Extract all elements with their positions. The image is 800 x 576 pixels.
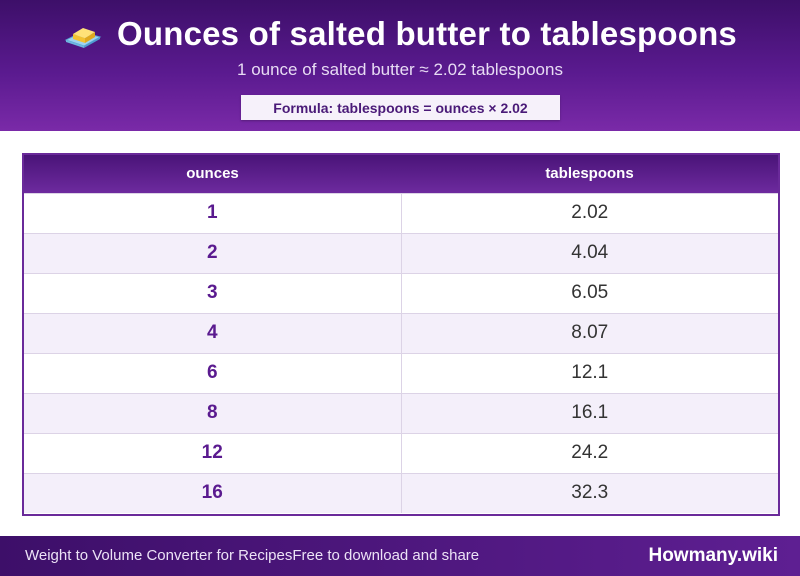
table-row: 16 32.3 [24,472,778,513]
table-row: 4 8.07 [24,312,778,353]
tablespoons-cell: 8.07 [401,312,778,353]
tablespoons-cell: 2.02 [401,192,778,233]
footer-tagline-part1: Weight to Volume Converter for Recipes [25,547,293,564]
column-header-ounces: ounces [186,165,239,183]
footer-tagline: Weight to Volume Converter for RecipesFr… [25,536,479,576]
tablespoons-cell: 12.1 [401,352,778,393]
tablespoons-cell: 16.1 [401,392,778,433]
ounces-cell: 12 [24,432,402,473]
table-row: 6 12.1 [24,352,778,393]
ounces-cell: 8 [24,392,402,433]
ounces-cell: 4 [24,312,402,353]
ounces-cell: 3 [24,272,402,313]
ounces-cell: 1 [24,192,402,233]
table-row: 12 24.2 [24,432,778,473]
page-title: Ounces of salted butter to tablespoons [116,15,737,52]
table-row: 2 4.04 [24,232,778,273]
title-row: Ounces of salted butter to tablespoons [0,12,800,56]
table-header-row: ounces tablespoons [24,155,778,193]
tablespoons-cell: 24.2 [401,432,778,473]
table-row: 8 16.1 [24,392,778,433]
tablespoons-cell: 32.3 [401,472,778,513]
subtitle: 1 ounce of salted butter ≈ 2.02 tablespo… [237,60,563,79]
table-row: 1 2.02 [24,192,778,233]
column-header-tablespoons: tablespoons [545,165,634,183]
brand-logo-text[interactable]: Howmany.wiki [648,545,778,566]
footer-bar: Weight to Volume Converter for RecipesFr… [0,536,800,576]
formula-badge: Formula: tablespoons = ounces × 2.02 [241,95,560,120]
tablespoons-cell: 4.04 [401,232,778,273]
footer-tagline-part2: Free to download and share [292,547,480,564]
tablespoons-cell: 6.05 [401,272,778,313]
header-banner: Ounces of salted butter to tablespoons 1… [0,0,800,131]
ounces-cell: 6 [24,352,402,393]
ounces-cell: 2 [24,232,402,273]
ounces-cell: 16 [24,472,402,513]
conversion-table: ounces tablespoons 1 2.02 2 4.04 3 6.05 … [22,153,780,516]
butter-icon [63,20,103,48]
table-row: 3 6.05 [24,272,778,313]
